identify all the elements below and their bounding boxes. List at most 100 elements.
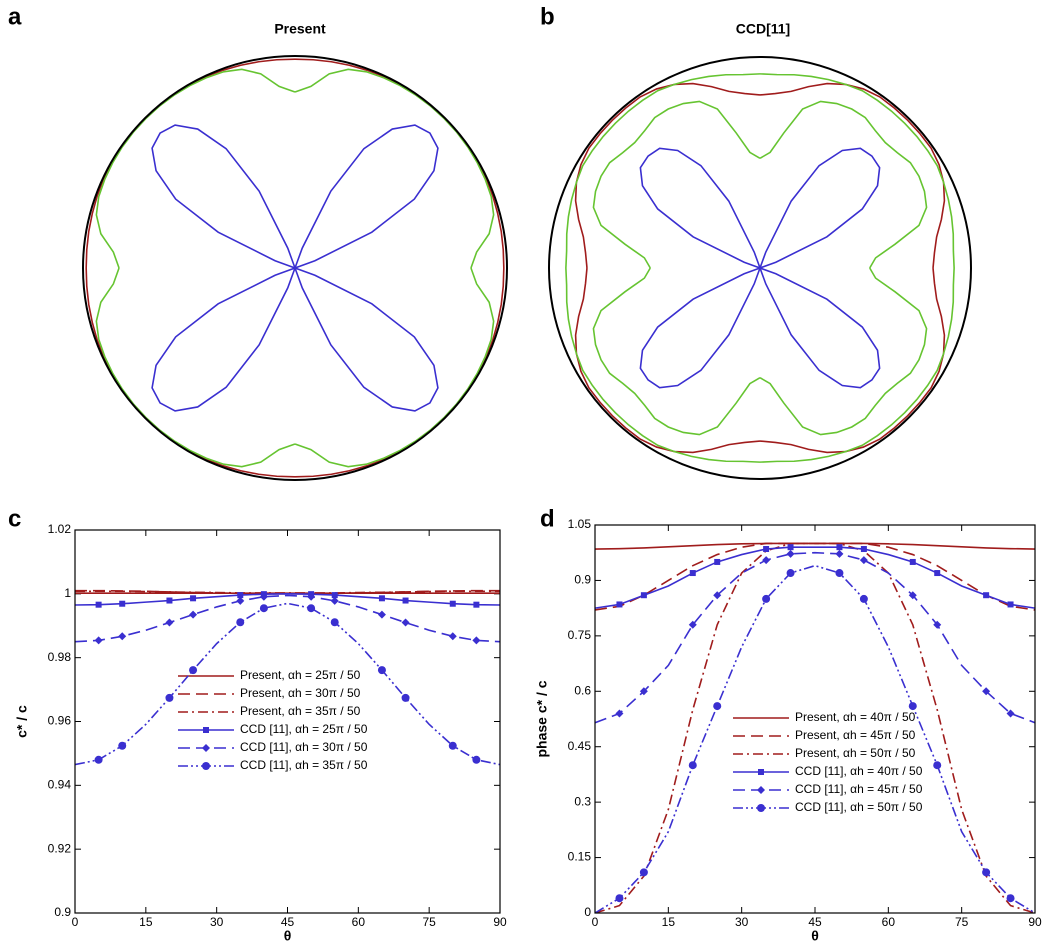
x-tick-label: 60 [352,915,366,929]
marker [786,549,795,558]
marker [688,761,697,770]
polar-curve [85,267,296,478]
polar-curve [294,267,495,468]
y-tick-label: 1.05 [568,517,592,531]
panel-title: Present [274,21,326,37]
marker [377,666,386,675]
polar-curve [639,147,761,269]
marker [118,632,127,641]
marker [787,544,794,551]
polar-curve [574,267,761,454]
marker [1006,709,1015,718]
polar-curve [294,267,439,412]
polar-curve [294,58,505,269]
series-line [595,542,1035,913]
polar-curve [759,267,928,436]
marker [236,596,245,605]
marker [94,636,103,645]
y-tick-label: 0.45 [568,739,592,753]
y-tick-label: 0 [584,905,591,919]
marker [1007,601,1014,608]
y-tick-label: 0.3 [574,794,591,808]
marker [713,702,722,711]
legend-label: CCD [11], αh = 25π / 50 [240,722,368,736]
panel-letter: d [540,505,555,532]
polar-curve [759,73,955,269]
x-tick-label: 90 [493,915,507,929]
marker [757,804,765,812]
polar-curve [95,68,296,269]
panel-title: CCD[11] [736,21,790,37]
marker [835,569,844,578]
marker [836,544,843,551]
marker [378,595,385,602]
marker [983,592,990,599]
legend-label: Present, αh = 35π / 50 [240,704,361,718]
x-tick-label: 75 [422,915,436,929]
marker [859,594,868,603]
marker [688,620,697,629]
marker [762,594,771,603]
marker [758,769,764,775]
marker [934,570,941,577]
legend-label: CCD [11], αh = 40π / 50 [795,764,923,778]
polar-curve [759,267,955,463]
series-line [595,542,1035,550]
polar-curve [759,267,946,454]
marker [982,687,991,696]
marker [615,709,624,718]
marker [472,755,481,764]
polar-boundary [548,56,972,480]
marker [330,596,339,605]
marker [713,591,722,600]
panel-letter: a [8,3,22,30]
marker [615,894,624,903]
marker [259,604,268,613]
y-tick-label: 0.98 [48,650,72,664]
x-tick-label: 30 [735,915,749,929]
marker [189,666,198,675]
x-tick-label: 15 [662,915,676,929]
marker [757,786,765,794]
marker [449,600,456,607]
marker [165,618,174,627]
polar-curve [759,100,928,269]
marker [165,693,174,702]
series-line [75,594,500,643]
marker [786,569,795,578]
y-tick-label: 0.9 [54,905,71,919]
marker [859,556,868,565]
marker [640,592,647,599]
marker [330,618,339,627]
marker [473,601,480,608]
polar-boundary [82,55,508,481]
polar-curve [759,267,881,389]
y-axis-label: phase c* / c [534,680,550,757]
legend-label: Present, αh = 40π / 50 [795,710,916,724]
series-line [75,593,500,606]
series-line [595,546,1035,609]
marker [933,620,942,629]
marker [401,693,410,702]
x-tick-label: 15 [139,915,153,929]
marker [259,592,268,601]
legend-label: Present, αh = 50π / 50 [795,746,916,760]
x-tick-label: 60 [882,915,896,929]
marker [714,558,721,565]
marker [190,595,197,602]
marker [189,610,198,619]
marker [119,600,126,607]
polar-curve [565,267,761,463]
marker [448,741,457,750]
polar-curve [759,82,946,269]
marker [307,592,316,601]
series-line [75,590,500,594]
marker [118,741,127,750]
marker [762,556,771,565]
legend-label: CCD [11], αh = 35π / 50 [240,758,368,772]
marker [94,755,103,764]
marker [472,636,481,645]
polar-curve [565,73,761,269]
plot-frame [74,529,501,914]
marker [236,618,245,627]
